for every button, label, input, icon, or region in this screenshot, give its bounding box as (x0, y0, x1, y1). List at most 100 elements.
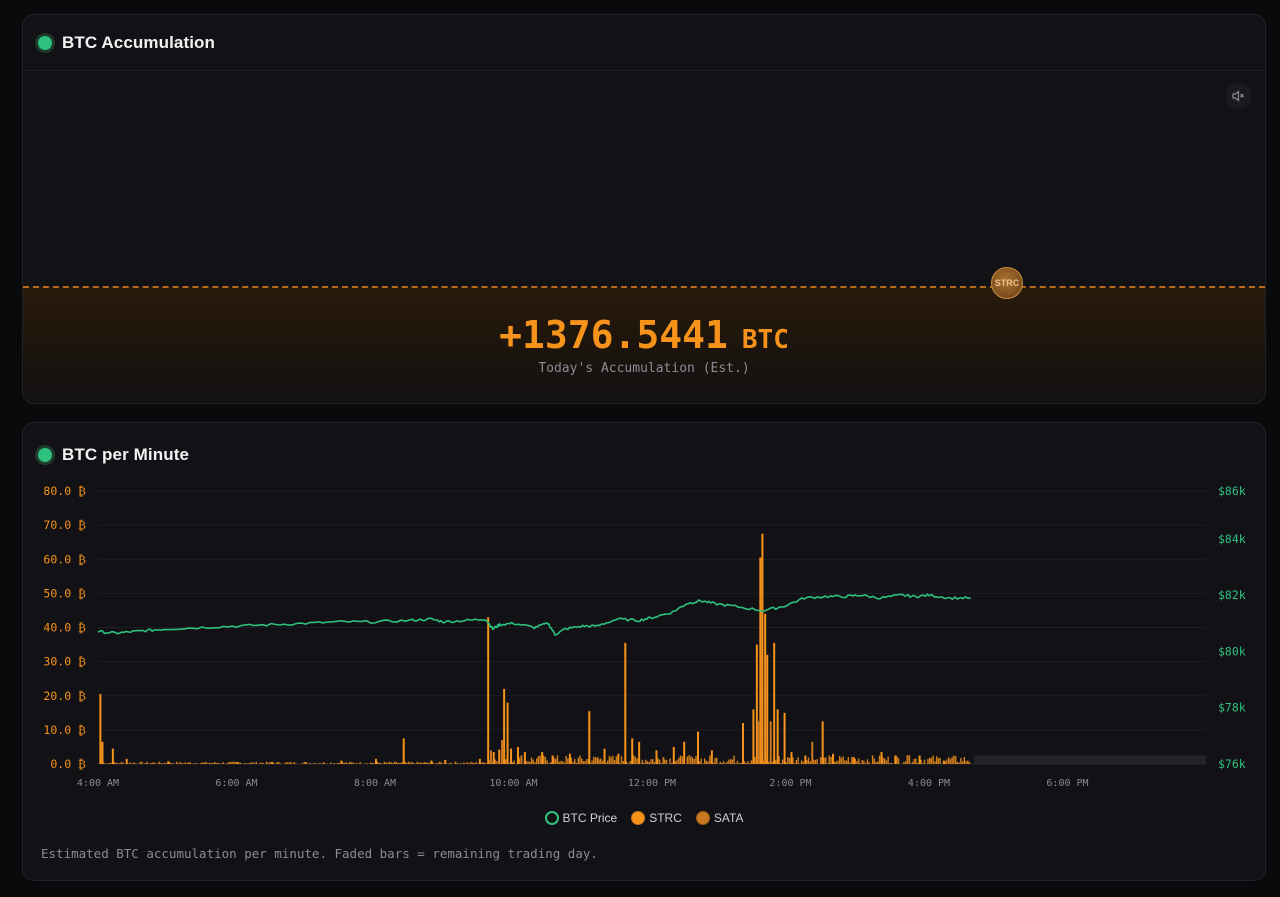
strc-bar (629, 760, 631, 764)
strc-bar (750, 760, 753, 764)
strc-bar (338, 763, 341, 764)
strc-bar (563, 762, 566, 764)
strc-bar (778, 756, 780, 764)
strc-bar (355, 763, 358, 764)
per-minute-header: BTC per Minute (35, 443, 189, 467)
strc-bar (896, 756, 898, 764)
strc-bar (852, 757, 855, 764)
strc-bar (570, 757, 573, 764)
y-left-tick-label: 20.0 ₿ (43, 689, 86, 703)
strc-bar (672, 746, 675, 764)
strc-bar (697, 731, 700, 764)
strc-bar (103, 762, 105, 764)
strc-bar (388, 761, 391, 764)
strc-bar (664, 759, 666, 764)
strc-bar (875, 761, 877, 764)
strc-bar (276, 762, 278, 764)
strc-bar (468, 763, 470, 764)
strc-bar (106, 763, 109, 764)
strc-bar (636, 758, 638, 764)
strc-bar (179, 761, 181, 764)
per-minute-panel: BTC per Minute 0.0 ₿ 10.0 ₿ 20.0 ₿ 30.0 ₿ 40… (22, 422, 1266, 881)
strc-bar (347, 763, 349, 764)
strc-bar (217, 762, 219, 764)
sata-bar (501, 740, 504, 764)
strc-bar (108, 762, 110, 764)
strc-bar (549, 762, 552, 764)
strc-bar (470, 761, 472, 764)
strc-bar (761, 533, 764, 764)
strc-bar (889, 763, 891, 764)
strc-bar (541, 752, 544, 764)
legend-item-sata[interactable]: SATA (695, 811, 744, 825)
strc-bar (686, 756, 689, 764)
strc-bar (574, 758, 576, 764)
strc-bar (588, 711, 591, 764)
strc-bar (619, 763, 621, 764)
strc-bar (534, 761, 536, 764)
legend-swatch-sata (695, 811, 710, 825)
strc-bar (160, 762, 162, 764)
strc-bar (797, 757, 799, 764)
strc-bar (923, 759, 926, 764)
strc-bar (193, 763, 195, 764)
strc-bar (606, 760, 609, 764)
strc-bar (555, 758, 557, 764)
btc-price-line (97, 593, 971, 636)
strc-bar (603, 748, 606, 764)
strc-bar (792, 757, 794, 764)
strc-bar (575, 762, 578, 764)
strc-bar (646, 761, 649, 764)
strc-bar (314, 762, 316, 764)
strc-bar (213, 761, 216, 764)
strc-bar (513, 760, 515, 764)
strc-bar (125, 758, 128, 764)
strc-bar (880, 752, 883, 764)
strc-bar (426, 762, 429, 764)
strc-bar (716, 757, 718, 764)
y-right-tick-label: $80k (1218, 644, 1246, 658)
strc-bar (653, 762, 656, 764)
strc-bar (546, 760, 548, 764)
accumulation-baseline (23, 286, 1265, 288)
strc-bar (499, 763, 502, 764)
strc-bar (111, 748, 114, 764)
strc-bar (451, 763, 453, 764)
legend-item-strc[interactable]: STRC (631, 811, 682, 825)
strc-bar (915, 758, 917, 764)
strc-bar (560, 760, 562, 764)
strc-bar (948, 757, 950, 764)
sata-bar (489, 750, 492, 764)
strc-bar (260, 762, 263, 764)
strc-bar (688, 755, 690, 764)
strc-bar (683, 741, 686, 764)
strc-bar (776, 709, 779, 764)
strc-bar (245, 763, 247, 764)
strc-bar (170, 763, 173, 764)
strc-bar (766, 654, 769, 764)
strc-bar (771, 761, 773, 764)
strc-bar (674, 761, 676, 764)
strc-bar (163, 762, 166, 764)
strc-bar (600, 758, 602, 764)
strc-bar (366, 763, 368, 764)
strc-bar (830, 756, 832, 764)
strc-bar (459, 763, 462, 764)
strc-bar (291, 763, 294, 764)
strc-bar (729, 759, 732, 764)
strc-bar (954, 756, 957, 764)
strc-bar (832, 753, 835, 764)
strc-bar (485, 763, 488, 764)
strc-bar (402, 738, 405, 764)
strc-bar (762, 760, 765, 764)
strc-bar (471, 762, 474, 764)
speaker-muted-icon (1232, 90, 1244, 102)
legend-item-btc-price[interactable]: BTC Price (544, 811, 617, 825)
legend-label: SATA (713, 811, 744, 825)
y-left-tick-label: 60.0 ₿ (43, 552, 86, 566)
strc-bar (591, 760, 593, 764)
strc-bar (394, 761, 396, 764)
mute-button[interactable] (1225, 83, 1251, 109)
strc-bar (793, 763, 796, 764)
strc-bar (212, 762, 214, 764)
